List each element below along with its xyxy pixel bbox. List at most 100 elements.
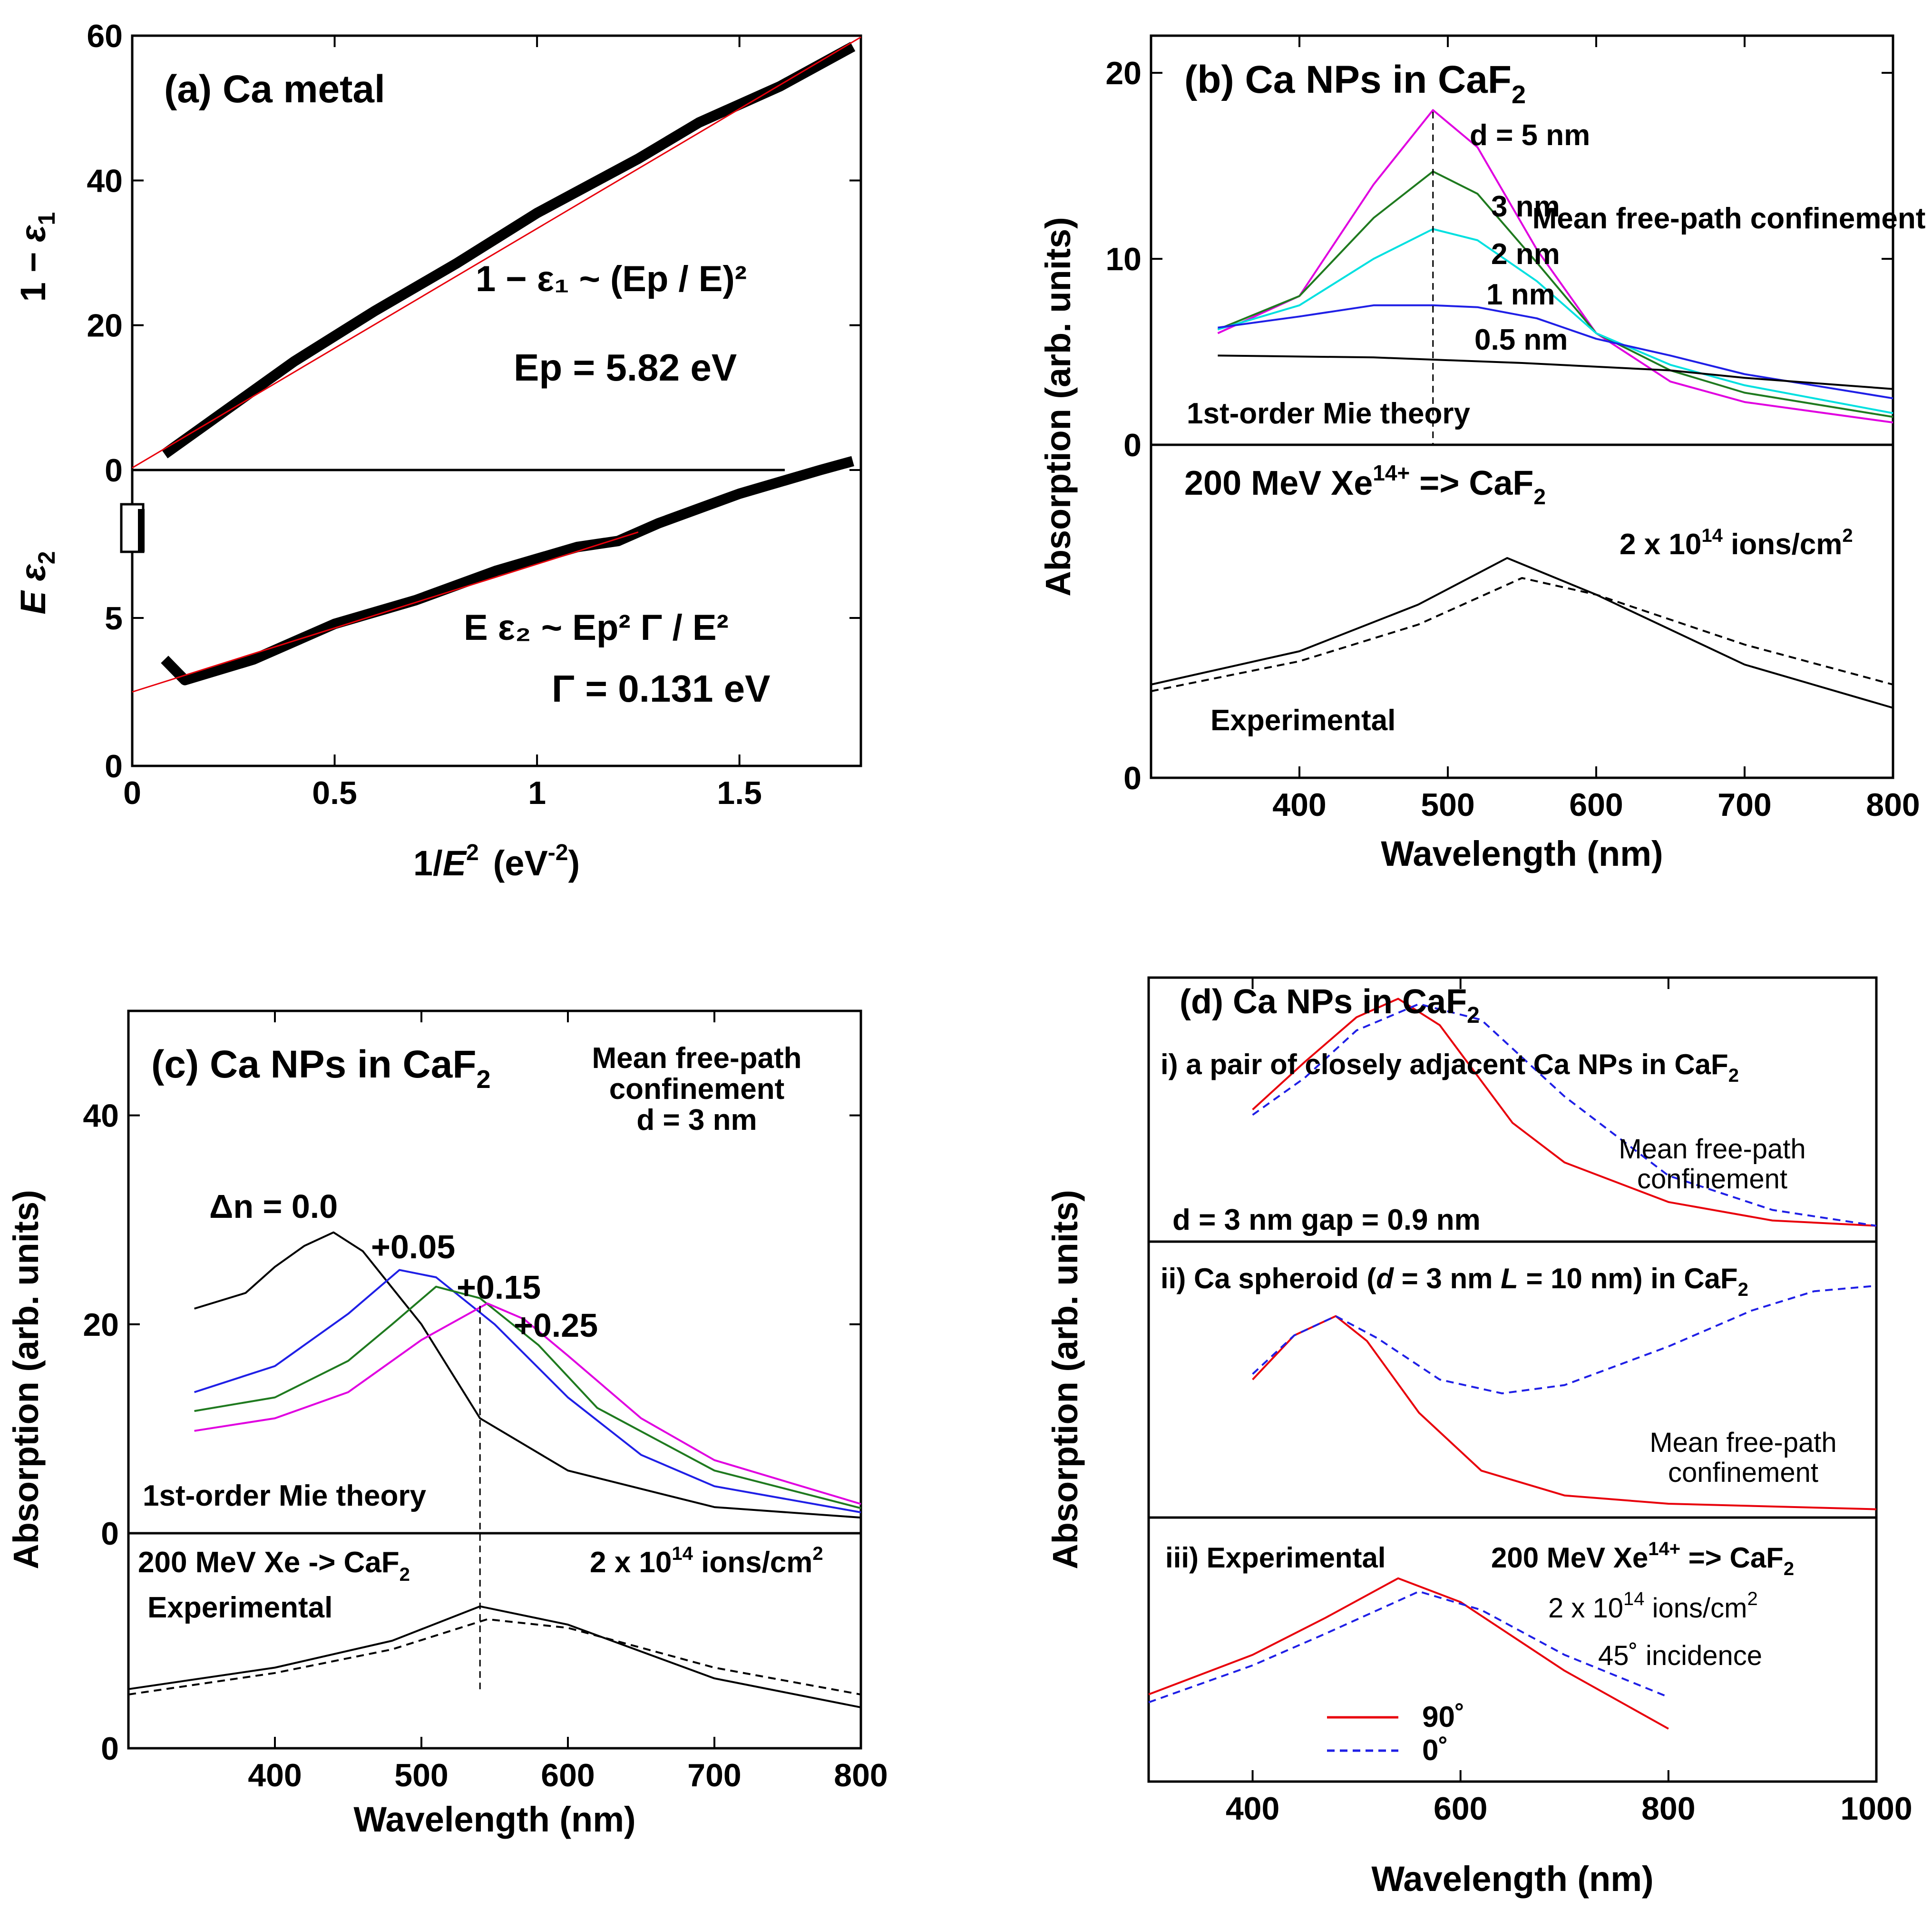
panel-d-iii-fluence: 2 x 1014 ions/cm2 <box>1548 1588 1758 1624</box>
panel-d-subplot-ii <box>1252 1284 1877 1510</box>
panel-a-top-ylabel-part: ε <box>13 225 53 242</box>
panel-a-bottom-ylabel-part: ε <box>13 564 53 581</box>
panel-b-fluence-part: 2 x 10 <box>1620 528 1701 561</box>
legend-label-3nm: 3 nm <box>1491 190 1560 223</box>
panel-b-bottom-plot <box>1151 557 1893 709</box>
panel-c-beam: 200 MeV Xe -> CaF2 <box>138 1546 410 1585</box>
panel-d-iii-incidence: 45˚ incidence <box>1598 1640 1762 1671</box>
panel-d-iii-fluence-part: 2 x 10 <box>1548 1593 1623 1624</box>
panel-c-note-line2: confinement <box>609 1073 785 1106</box>
panel-d-ii-label: ii) Ca spheroid (d = 3 nm L = 10 nm) in … <box>1161 1263 1748 1300</box>
fit-line-1-minus-eps1 <box>132 36 861 469</box>
axis-break-marker-tab <box>138 509 145 552</box>
panel-b-xtick-label: 800 <box>1866 787 1920 823</box>
panel-d-iii-fluence-part: 2 <box>1747 1588 1757 1609</box>
panel-d-iii-beam-part: 200 MeV Xe <box>1491 1542 1648 1574</box>
panel-b-fluence: 2 x 1014 ions/cm2 <box>1620 525 1853 561</box>
panel-a-bottom-ytick-label: 0 <box>105 748 123 784</box>
legend-label-0: 0˚ <box>1422 1734 1448 1767</box>
panel-d-ii-label-part: = 10 nm) in CaF <box>1518 1263 1738 1294</box>
panel-d-iii-beam-part: 14+ <box>1648 1538 1680 1559</box>
panel-c-ylabel: Absorption (arb. units) <box>6 1190 46 1569</box>
panel-b-title-part: (b) Ca NPs in CaF <box>1184 58 1512 101</box>
panel-b-fluence-part: 2 <box>1842 525 1853 546</box>
panel-c-fluence-part: ions/cm <box>693 1546 813 1579</box>
panel-d-frame <box>1147 976 1878 1783</box>
panel-a-xlabel-part: -2 <box>548 840 568 865</box>
panel-d-ii-label-part: ii) Ca spheroid ( <box>1161 1263 1376 1294</box>
panel-c-xtick-label: 800 <box>834 1757 888 1793</box>
panel-c-xtick-label: 700 <box>687 1757 741 1793</box>
subplot-1-series-red <box>1252 998 1877 1227</box>
panel-a-title: (a) Ca metal <box>164 68 385 111</box>
panel-b-top-ytick-label: 10 <box>1105 241 1142 277</box>
panel-b-top-ytick-label: 20 <box>1105 55 1142 91</box>
subplot-3-series-blue <box>1148 1590 1669 1704</box>
panel-a-xlabel-part: 1/ <box>413 843 443 883</box>
panel-a-xlabel: 1/E2 (eV-2) <box>413 840 580 883</box>
panel-b-top-ytick-label: 0 <box>1123 427 1142 463</box>
panel-a-axes: 0 0.5 1 1.5 0 20 40 60 0 5 <box>87 18 861 811</box>
mie-series-3 <box>1218 304 1893 400</box>
panel-b-title-part: 2 <box>1512 80 1526 109</box>
panel-c-title-part: 2 <box>476 1065 490 1094</box>
panel-c-bottom-plot <box>128 1605 861 1709</box>
panel-d-ylabel: Absorption (arb. units) <box>1045 1190 1085 1569</box>
legend-label-dn025: +0.25 <box>514 1307 598 1344</box>
panel-d-iii-beam-part: => CaF <box>1680 1542 1784 1574</box>
panel-c-bottom-ytick-label: 0 <box>101 1731 119 1767</box>
mie-series-2 <box>194 1285 861 1509</box>
panel-d-i-params: d = 3 nm gap = 0.9 nm <box>1172 1204 1481 1236</box>
panel-a-bottom-fit-label: E ε₂ ~ Ep² Γ / E² <box>464 607 729 648</box>
panel-c-method: 1st-order Mie theory <box>143 1479 427 1512</box>
panel-c-beam-part: 2 <box>400 1564 410 1585</box>
panel-a-top-ytick-label: 60 <box>87 18 123 54</box>
panel-b-title: (b) Ca NPs in CaF2 <box>1184 58 1526 109</box>
panel-d-ii-label-part: d <box>1376 1263 1394 1294</box>
panel-a-top-fit-label: 1 − ε₁ ~ (Ep / E)² <box>476 259 747 299</box>
panel-b-note: Mean free-path confinement <box>1532 202 1926 235</box>
panel-c-frame <box>127 1009 862 1750</box>
panel-c-top-ytick-label: 20 <box>83 1307 119 1343</box>
panel-c-experimental-label: Experimental <box>147 1591 332 1624</box>
experimental-series-solid <box>128 1605 861 1709</box>
panel-d-xtick-label: 400 <box>1226 1791 1279 1827</box>
panel-d-i-note-line1: Mean free-path <box>1619 1134 1805 1165</box>
panel-c-top-ytick-label: 40 <box>83 1098 119 1134</box>
panel-d-title-part: (d) Ca NPs in CaF <box>1180 983 1467 1021</box>
data-series-E-eps2 <box>161 456 854 686</box>
experimental-series-dashed <box>128 1618 861 1695</box>
panel-d-xlabel: Wavelength (nm) <box>1371 1859 1653 1899</box>
panel-a-xlabel-part: ) <box>568 843 580 883</box>
panel-d-i-note-line2: confinement <box>1637 1164 1787 1195</box>
panel-b-xlabel: Wavelength (nm) <box>1381 834 1663 873</box>
panel-c-xtick-label: 500 <box>394 1757 448 1793</box>
panel-b-xtick-label: 600 <box>1569 787 1623 823</box>
panel-a: 0 0.5 1 1.5 0 20 40 60 0 5 (a) Ca metal 1 − ε₁ ~ … <box>13 18 862 883</box>
panel-a-bottom-param: Γ = 0.131 eV <box>552 667 771 710</box>
mie-series-0 <box>194 1231 861 1519</box>
panel-b-axes: 400 500 600 700 800 0 10 20 0 <box>1105 36 1920 823</box>
panel-d-title-part: 2 <box>1467 1003 1480 1028</box>
panel-c-xlabel: Wavelength (nm) <box>353 1800 635 1839</box>
mie-series-0 <box>1217 109 1893 424</box>
panel-d: 400 600 800 1000 (d) Ca NPs in CaF2 i) a pa… <box>1045 976 1912 1899</box>
subplot-2-series-red <box>1252 1315 1877 1510</box>
panel-d-title: (d) Ca NPs in CaF2 <box>1180 983 1480 1028</box>
panel-d-xtick-label: 1000 <box>1840 1791 1912 1827</box>
panel-a-xlabel-part: E <box>443 843 468 883</box>
panel-a-xlabel-part: (eV <box>493 843 548 883</box>
panel-d-i-label-part: i) a pair of closely adjacent Ca NPs in … <box>1161 1048 1728 1080</box>
subplot-2-series-blue <box>1252 1284 1877 1394</box>
panel-b-fluence-part: ions/cm <box>1723 528 1843 561</box>
panel-d-iii-label: iii) Experimental <box>1165 1542 1386 1574</box>
panel-b-beam: 200 MeV Xe14+ => CaF2 <box>1184 460 1546 509</box>
panel-a-bottom-ytick-label: 5 <box>105 600 123 637</box>
panel-a-top-ylabel-part: 1 <box>33 212 60 225</box>
mie-series-3 <box>194 1302 861 1505</box>
panel-b-xtick-label: 500 <box>1421 787 1474 823</box>
panel-a-top-ytick-label: 0 <box>105 452 123 489</box>
fit-line-E-eps2 <box>132 531 639 693</box>
panel-c-fluence: 2 x 1014 ions/cm2 <box>590 1543 823 1579</box>
